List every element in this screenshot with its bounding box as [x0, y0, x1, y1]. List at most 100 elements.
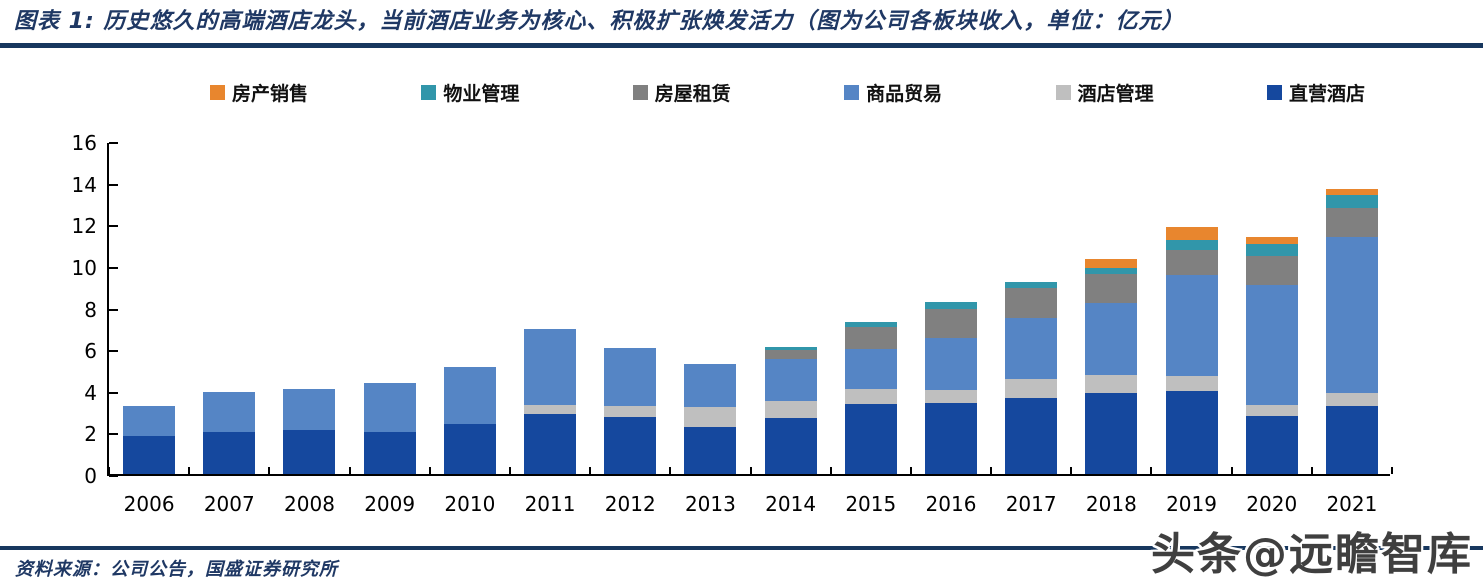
bar-segment-商品贸易-2007 — [203, 391, 256, 433]
bar-segment-酒店管理-2017 — [1005, 379, 1058, 399]
watermark-text: 头条@远瞻智库 — [1151, 529, 1473, 580]
x-axis-tick-mark — [428, 467, 431, 474]
bar-segment-物业管理-2015 — [844, 322, 897, 328]
bar-segment-商品贸易-2016 — [924, 337, 977, 390]
bar-segment-酒店管理-2013 — [684, 407, 737, 428]
bar-segment-房屋租赁-2015 — [844, 327, 897, 350]
x-axis-tick-mark — [108, 467, 110, 474]
stacked-bar-chart: 0 2 4 6 8 10 12 14 16 2006 2007 2008 2009 2010 2011 201… — [72, 131, 1393, 516]
x-axis-category-label: 2012 — [604, 492, 656, 516]
y-axis-tick-label: 2 — [84, 422, 97, 447]
bar-segment-直营酒店-2021 — [1325, 406, 1378, 474]
bar-segment-直营酒店-2019 — [1165, 390, 1218, 474]
legend-label: 商品贸易 — [866, 83, 943, 105]
bar-segment-房产销售-2020 — [1245, 236, 1298, 245]
bar-segment-房屋租赁-2020 — [1245, 255, 1298, 285]
bar-segment-商品贸易-2018 — [1085, 303, 1138, 376]
bar-segment-直营酒店-2014 — [764, 417, 817, 474]
bar-2007 — [203, 391, 256, 474]
x-axis-category-label: 2013 — [684, 492, 736, 516]
legend-item: 房产销售 — [210, 79, 308, 106]
legend-item: 物业管理 — [421, 79, 519, 106]
legend-swatch-icon — [1055, 85, 1071, 100]
x-axis-category-label: 2007 — [203, 492, 255, 516]
x-axis-tick-mark — [268, 467, 271, 474]
x-axis-tick-mark — [188, 467, 191, 474]
x-axis-category-label: 2019 — [1166, 492, 1217, 516]
bar-segment-物业管理-2017 — [1005, 281, 1058, 288]
bar-segment-物业管理-2016 — [924, 302, 977, 309]
bar-segment-房屋租赁-2014 — [764, 350, 817, 359]
bar-segment-物业管理-2021 — [1325, 195, 1378, 208]
y-axis-tick-label: 8 — [84, 297, 97, 322]
bar-segment-商品贸易-2017 — [1005, 317, 1058, 380]
x-axis-category-label: 2014 — [765, 492, 817, 516]
legend-swatch-icon — [1266, 85, 1282, 100]
bar-2016 — [924, 302, 977, 474]
y-axis-tick-mark — [109, 308, 118, 311]
bar-2013 — [684, 363, 737, 474]
bar-segment-直营酒店-2017 — [1005, 398, 1058, 474]
bar-segment-直营酒店-2006 — [123, 435, 176, 474]
bar-segment-房屋租赁-2019 — [1165, 250, 1218, 276]
bar-2010 — [443, 366, 496, 474]
bar-2006 — [123, 406, 176, 474]
bar-segment-直营酒店-2016 — [924, 403, 977, 474]
x-axis-category-label: 2008 — [284, 492, 335, 516]
legend-swatch-icon — [844, 85, 860, 100]
bar-segment-商品贸易-2012 — [604, 348, 657, 407]
bar-segment-商品贸易-2006 — [123, 406, 176, 436]
bar-2014 — [764, 347, 817, 474]
bar-segment-商品贸易-2010 — [443, 366, 496, 425]
x-axis-tick-mark — [1310, 467, 1313, 474]
bar-segment-房产销售-2021 — [1325, 188, 1378, 196]
bar-segment-酒店管理-2011 — [524, 405, 577, 414]
bar-2019 — [1165, 227, 1218, 474]
legend-item: 商品贸易 — [844, 79, 942, 106]
bar-segment-商品贸易-2009 — [363, 383, 416, 433]
y-axis-tick-label: 14 — [71, 172, 97, 197]
x-axis-tick-mark — [829, 467, 832, 474]
bar-segment-酒店管理-2019 — [1165, 376, 1218, 391]
y-axis-tick-mark — [109, 433, 118, 436]
bar-2011 — [524, 329, 577, 474]
x-axis-category-label: 2009 — [364, 492, 416, 516]
legend-label: 房产销售 — [232, 83, 309, 105]
bar-segment-商品贸易-2015 — [844, 349, 897, 389]
bar-segment-房产销售-2018 — [1085, 258, 1138, 268]
bar-segment-物业管理-2019 — [1165, 239, 1218, 251]
legend-label: 房屋租赁 — [654, 83, 731, 105]
bar-segment-商品贸易-2019 — [1165, 275, 1218, 377]
bar-segment-酒店管理-2020 — [1245, 405, 1298, 416]
x-axis-category-label: 2021 — [1326, 492, 1378, 516]
y-axis-tick-label: 0 — [84, 464, 97, 488]
legend-label: 酒店管理 — [1077, 83, 1154, 105]
y-axis-tick-mark — [109, 391, 118, 394]
bar-segment-房屋租赁-2018 — [1085, 274, 1138, 304]
bar-segment-直营酒店-2011 — [524, 413, 577, 474]
x-axis-tick-mark — [749, 467, 752, 474]
x-axis-category-label: 2016 — [925, 492, 977, 516]
y-axis-tick-label: 10 — [71, 255, 97, 280]
bar-segment-商品贸易-2008 — [283, 388, 336, 431]
bar-2012 — [604, 348, 657, 474]
legend-item: 房屋租赁 — [632, 79, 731, 106]
x-axis-tick-mark — [990, 467, 993, 474]
bar-segment-直营酒店-2020 — [1245, 415, 1298, 474]
figure-title: 图表 1: 历史悠久的高端酒店龙头，当前酒店业务为核心、积极扩张焕发活力（图为公… — [14, 9, 1185, 34]
x-axis-tick-mark — [1070, 467, 1073, 474]
y-axis-tick-mark — [109, 350, 118, 353]
legend-item: 酒店管理 — [1055, 79, 1154, 106]
y-axis-tick-mark — [109, 225, 118, 228]
bar-segment-直营酒店-2009 — [363, 432, 416, 474]
bar-segment-商品贸易-2014 — [764, 358, 817, 402]
bar-segment-直营酒店-2007 — [203, 432, 256, 474]
legend-swatch-icon — [210, 85, 225, 100]
top-divider-rule — [0, 43, 1483, 48]
x-axis-category-label: 2010 — [444, 492, 496, 516]
bar-2021 — [1325, 188, 1378, 474]
bar-2017 — [1005, 281, 1058, 474]
bar-segment-房屋租赁-2017 — [1005, 287, 1058, 318]
x-axis-category-label: 2011 — [524, 492, 576, 516]
bar-segment-酒店管理-2014 — [764, 401, 817, 418]
